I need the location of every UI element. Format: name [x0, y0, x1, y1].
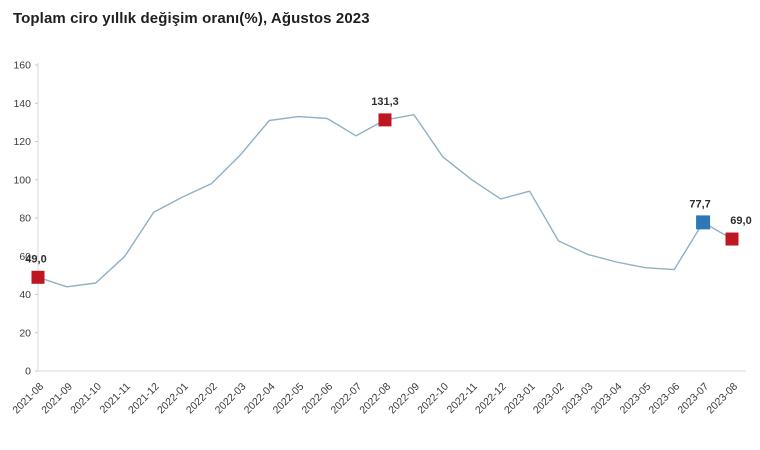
data-point-marker	[378, 113, 392, 127]
x-tick-label: 2023-03	[560, 381, 596, 417]
x-tick-label: 2023-04	[589, 381, 625, 417]
y-tick-label: 20	[19, 327, 31, 339]
x-tick-label: 2021-08	[10, 381, 46, 417]
line-chart-canvas: 0204060801001201401602021-082021-092021-…	[10, 60, 751, 417]
y-tick-label: 120	[13, 136, 31, 148]
y-tick-label: 140	[13, 98, 31, 110]
y-tick-label: 100	[13, 174, 31, 186]
x-tick-label: 2023-06	[647, 381, 683, 417]
x-tick-label: 2022-10	[415, 381, 451, 417]
data-point-label: 77,7	[689, 198, 710, 210]
x-tick-label: 2023-08	[704, 381, 740, 417]
y-tick-label: 0	[25, 366, 31, 378]
data-point-marker	[31, 270, 45, 284]
x-tick-label: 2022-03	[213, 381, 249, 417]
x-tick-label: 2022-07	[328, 381, 364, 417]
data-point-label: 131,3	[371, 96, 399, 108]
data-point-label: 69,0	[730, 215, 751, 227]
x-tick-label: 2022-06	[300, 381, 336, 417]
x-tick-label: 2022-09	[386, 381, 422, 417]
y-tick-label: 40	[19, 289, 31, 301]
x-tick-label: 2022-12	[473, 381, 509, 417]
chart-title: Toplam ciro yıllık değişim oranı(%), Ağu…	[13, 10, 370, 27]
x-tick-label: 2021-12	[126, 381, 162, 417]
x-tick-label: 2022-04	[242, 381, 278, 417]
x-tick-label: 2023-05	[618, 381, 654, 417]
x-tick-label: 2023-07	[675, 381, 711, 417]
x-tick-label: 2022-02	[184, 381, 220, 417]
x-tick-label: 2023-01	[502, 381, 538, 417]
x-tick-label: 2022-05	[271, 381, 307, 417]
x-tick-label: 2022-01	[155, 381, 191, 417]
x-tick-label: 2023-02	[531, 381, 567, 417]
y-tick-label: 60	[19, 251, 31, 263]
y-tick-label: 80	[19, 213, 31, 225]
data-point-marker	[696, 215, 711, 230]
x-tick-label: 2021-09	[39, 381, 75, 417]
data-point-label: 49,0	[25, 253, 46, 265]
x-tick-label: 2021-10	[68, 381, 104, 417]
series-line	[37, 113, 733, 288]
x-tick-label: 2022-08	[357, 381, 393, 417]
data-point-marker	[725, 232, 739, 246]
y-tick-label: 160	[13, 60, 31, 72]
